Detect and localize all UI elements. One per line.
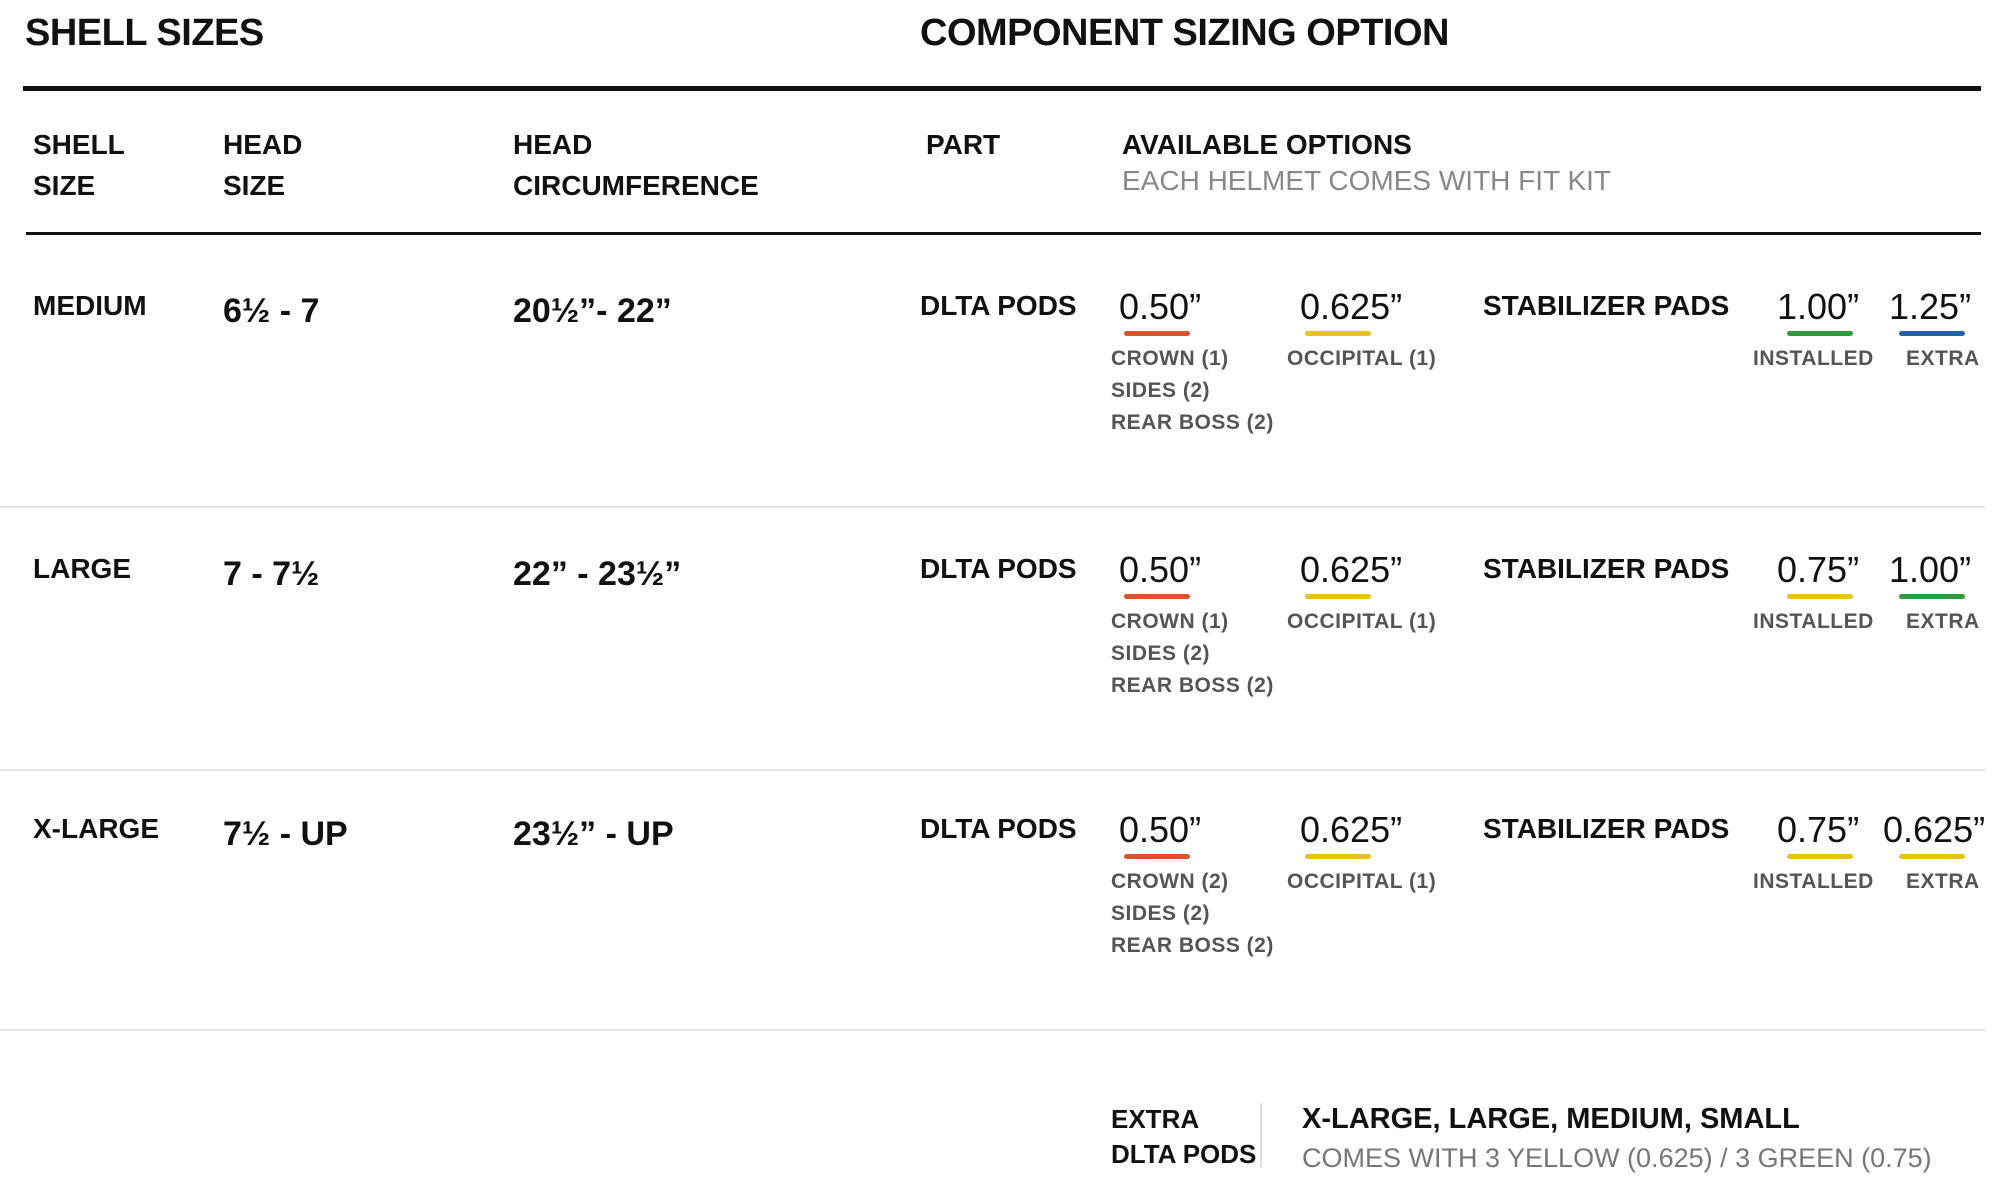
pod-color-bar: [1124, 854, 1190, 859]
pod-locations: CROWN (2) SIDES (2) REAR BOSS (2): [1111, 866, 1274, 962]
stabilizer-thickness: 0.75”: [1777, 549, 1860, 590]
stabilizer-status: INSTALLED: [1753, 610, 1874, 633]
stabilizer-thickness: 1.00”: [1889, 549, 1972, 590]
size-row: LARGE 7 - 7½ 22” - 23½” DLTA PODS 0.50” C…: [0, 549, 2000, 816]
stabilizer-color-bar: [1899, 594, 1965, 599]
part: DLTA PODS: [920, 290, 1077, 321]
pod-color-bar: [1305, 854, 1371, 859]
head-circumference: 20½”- 22”: [513, 292, 672, 330]
stabilizer-thickness: 1.25”: [1889, 286, 1972, 327]
head-size: 7½ - UP: [223, 815, 348, 853]
stabilizer-color-bar: [1787, 331, 1853, 336]
row-separator: [0, 769, 1985, 771]
pod-thickness: 0.625”: [1300, 549, 1403, 590]
pod-location: SIDES (2): [1111, 379, 1211, 402]
part: DLTA PODS: [920, 553, 1077, 584]
stabilizer-color-bar: [1899, 331, 1965, 336]
pod-color-bar: [1124, 594, 1190, 599]
footer-label-line: DLTA PODS: [1111, 1139, 1257, 1169]
pod-thickness: 0.50”: [1119, 286, 1202, 327]
pod-locations: CROWN (1) SIDES (2) REAR BOSS (2): [1111, 343, 1274, 439]
footer-note: COMES WITH 3 YELLOW (0.625) / 3 GREEN (0…: [1302, 1143, 1932, 1173]
header-divider: [23, 86, 1981, 91]
pod-location: OCCIPITAL (1): [1287, 870, 1437, 893]
col-header-head-size: HEAD SIZE: [223, 124, 302, 206]
pod-location: CROWN (1): [1111, 347, 1229, 370]
pod-location: OCCIPITAL (1): [1287, 610, 1437, 633]
col-header-line: HEAD: [513, 129, 593, 160]
pod-locations: OCCIPITAL (1): [1287, 606, 1436, 638]
row-separator: [0, 506, 1985, 508]
stabilizer-color-bar: [1787, 594, 1853, 599]
stabilizer-thickness: 0.625”: [1883, 809, 1986, 850]
stabilizer-color-bar: [1899, 854, 1965, 859]
pod-location: CROWN (1): [1111, 610, 1229, 633]
row-separator: [0, 1029, 1985, 1031]
pod-location: CROWN (2): [1111, 870, 1229, 893]
component-sizing-title: COMPONENT SIZING OPTION: [920, 12, 1449, 54]
pod-locations: CROWN (1) SIDES (2) REAR BOSS (2): [1111, 606, 1274, 702]
footer-divider: [1260, 1103, 1262, 1167]
pod-location: REAR BOSS (2): [1111, 674, 1274, 697]
stabilizer-thickness: 0.75”: [1777, 809, 1860, 850]
pod-thickness: 0.625”: [1300, 809, 1403, 850]
head-circumference: 23½” - UP: [513, 815, 674, 853]
col-header-head-circumference: HEAD CIRCUMFERENCE: [513, 124, 759, 206]
head-circumference: 22” - 23½”: [513, 555, 682, 593]
stabilizer-label: STABILIZER PADS: [1483, 553, 1730, 584]
size-row: MEDIUM 6½ - 7 20½”- 22” DLTA PODS 0.50” C…: [0, 286, 2000, 553]
size-row: X-LARGE 7½ - UP 23½” - UP DLTA PODS 0.50”…: [0, 809, 2000, 1076]
col-header-part: PART: [926, 129, 1001, 160]
part: DLTA PODS: [920, 813, 1077, 844]
pod-thickness: 0.50”: [1119, 809, 1202, 850]
pod-thickness: 0.625”: [1300, 286, 1403, 327]
pod-location: REAR BOSS (2): [1111, 934, 1274, 957]
pod-color-bar: [1305, 594, 1371, 599]
shell-sizes-title: SHELL SIZES: [25, 12, 264, 54]
head-size: 6½ - 7: [223, 292, 320, 330]
col-header-line: SHELL: [33, 129, 125, 160]
stabilizer-status: EXTRA: [1906, 610, 1980, 633]
pod-location: REAR BOSS (2): [1111, 411, 1274, 434]
pod-location: OCCIPITAL (1): [1287, 347, 1437, 370]
pod-thickness: 0.50”: [1119, 549, 1202, 590]
stabilizer-thickness: 1.00”: [1777, 286, 1860, 327]
col-header-line: CIRCUMFERENCE: [513, 170, 759, 201]
column-header-divider: [26, 232, 1981, 235]
shell-size: LARGE: [33, 553, 131, 584]
col-header-line: SIZE: [33, 170, 96, 201]
shell-size: X-LARGE: [33, 813, 159, 844]
col-header-line: SIZE: [223, 170, 286, 201]
col-header-shell-size: SHELL SIZE: [33, 124, 125, 206]
footer-label-line: EXTRA: [1111, 1104, 1200, 1134]
pod-locations: OCCIPITAL (1): [1287, 866, 1436, 898]
pod-color-bar: [1305, 331, 1371, 336]
pod-location: SIDES (2): [1111, 902, 1211, 925]
stabilizer-status: INSTALLED: [1753, 870, 1874, 893]
shell-size: MEDIUM: [33, 290, 147, 321]
col-header-line: HEAD: [223, 129, 303, 160]
available-options-note: EACH HELMET COMES WITH FIT KIT: [1122, 165, 1612, 196]
head-size: 7 - 7½: [223, 555, 320, 593]
stabilizer-label: STABILIZER PADS: [1483, 813, 1730, 844]
pod-location: SIDES (2): [1111, 642, 1211, 665]
pod-locations: OCCIPITAL (1): [1287, 343, 1436, 375]
stabilizer-label: STABILIZER PADS: [1483, 290, 1730, 321]
stabilizer-status: EXTRA: [1906, 347, 1980, 370]
stabilizer-status: EXTRA: [1906, 870, 1980, 893]
footer-label: EXTRA DLTA PODS: [1111, 1102, 1256, 1172]
col-header-available-options: AVAILABLE OPTIONS: [1122, 129, 1412, 160]
stabilizer-color-bar: [1787, 854, 1853, 859]
footer-sizes: X-LARGE, LARGE, MEDIUM, SMALL: [1302, 1103, 1800, 1135]
pod-color-bar: [1124, 331, 1190, 336]
stabilizer-status: INSTALLED: [1753, 347, 1874, 370]
